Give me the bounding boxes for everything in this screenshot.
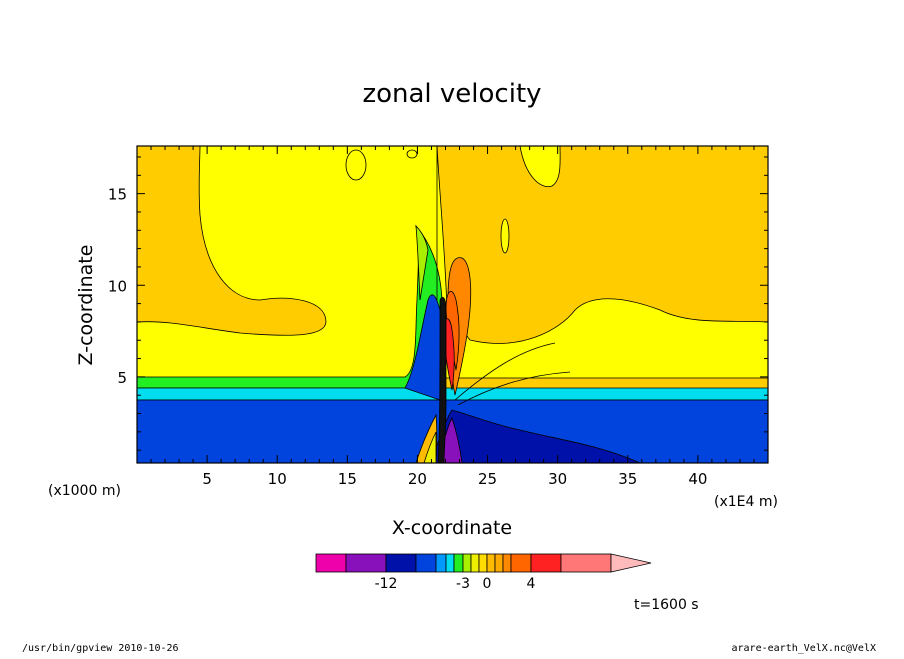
x-tick-label: 35 — [618, 470, 637, 488]
y-axis: 5 10 15 — [108, 156, 768, 451]
colorbar-segment — [530, 553, 562, 573]
colorbar-segment — [494, 553, 504, 573]
colorbar-segment — [435, 553, 447, 573]
plot-frame — [136, 145, 769, 464]
colorbar-segment — [462, 553, 472, 573]
x-tick-label: 30 — [548, 470, 567, 488]
y-tick-label: 5 — [117, 369, 127, 387]
colorbar-segment — [470, 553, 480, 573]
region-lightgreen — [415, 224, 429, 301]
y-unit-label: (x1000 m) — [48, 483, 121, 499]
blob-yellow-2 — [406, 149, 418, 159]
x-unit-label: (x1E4 m) — [714, 494, 778, 510]
y-tick-label: 15 — [108, 186, 127, 204]
blob-yellow-4 — [519, 146, 561, 188]
colorbar-tick-label: 4 — [527, 576, 536, 592]
blob-yellow-3 — [500, 218, 510, 254]
region-red — [443, 318, 455, 391]
colorbar-segment — [486, 553, 496, 573]
x-axis: 5 10 15 20 25 30 35 40 — [150, 146, 755, 488]
x-axis-label: X-coordinate — [392, 517, 512, 539]
colorbar-tick-label: -3 — [456, 576, 470, 592]
colorbar-segment — [445, 553, 455, 573]
chart-title: zonal velocity — [362, 79, 541, 109]
colorbar-extend — [610, 553, 652, 573]
colorbar-segment — [415, 553, 437, 573]
x-tick-label: 25 — [478, 470, 497, 488]
x-tick-label: 40 — [688, 470, 707, 488]
contour-field — [137, 146, 768, 463]
region-yellow — [137, 146, 768, 379]
region-core-stripe — [437, 296, 447, 463]
footer-left: /usr/bin/gpview 2010-10-26 — [22, 643, 179, 654]
y-tick-label: 10 — [108, 277, 127, 295]
colorbar-tick-label: 0 — [483, 576, 492, 592]
region-cyan — [137, 387, 768, 401]
colorbar-segment — [560, 553, 612, 573]
x-tick-label: 20 — [408, 470, 427, 488]
blob-yellow-1 — [345, 149, 367, 181]
contour-line-tail — [454, 342, 556, 401]
region-lower-yellow — [423, 431, 437, 463]
colorbar-segment — [345, 553, 387, 573]
colorbar-segment — [502, 553, 512, 573]
x-tick-label: 15 — [338, 470, 357, 488]
colorbar-segment — [385, 553, 417, 573]
colorbar: -12 -3 0 4 — [315, 553, 652, 592]
colorbar-tick-label: -12 — [375, 576, 398, 592]
colorbar-segment — [478, 553, 488, 573]
x-tick-label: 10 — [268, 470, 287, 488]
footer-right: arare-earth_VelX.nc@VelX — [732, 643, 877, 654]
x-tick-label: 5 — [202, 470, 212, 488]
contour-line-tail2 — [457, 371, 571, 406]
colorbar-segment — [510, 553, 532, 573]
time-label: t=1600 s — [634, 597, 699, 613]
y-axis-label: Z-coordinate — [75, 245, 97, 366]
colorbar-segment — [315, 553, 347, 573]
colorbar-segment — [453, 553, 464, 573]
